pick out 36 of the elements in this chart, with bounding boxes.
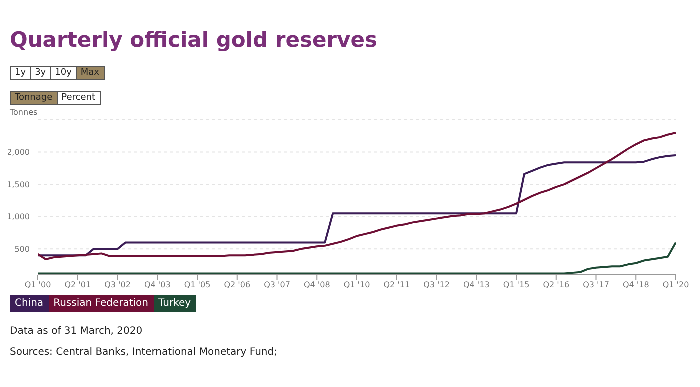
x-tick-label: Q3 '17 [583, 280, 610, 290]
x-tick-label: Q1 '10 [344, 280, 370, 290]
x-tick-label: Q2 '06 [224, 280, 251, 290]
source-note: Sources: Central Banks, International Monetary Fund; [10, 347, 278, 358]
text: Turkey [154, 295, 196, 312]
y-tick-label: 500 [14, 245, 30, 254]
text: China [10, 295, 49, 312]
x-tick-label: Q2 '16 [543, 280, 570, 290]
chart-title: Quarterly official gold reserves [10, 28, 378, 52]
x-tick-label: Q4 '08 [304, 280, 330, 290]
x-tick-label: Q4 '13 [463, 280, 490, 290]
text: Max [76, 66, 105, 80]
text: Russian Federation [48, 295, 154, 312]
x-tick-label: Q4 '18 [622, 280, 650, 290]
text: 10y [50, 66, 77, 80]
x-tick-label: Q1 '20 [662, 280, 690, 290]
y-axis-title: Tonnes [10, 108, 38, 117]
x-tick-label: Q2 '11 [384, 280, 410, 290]
x-tick-label: Q2 '01 [64, 280, 92, 290]
x-tick-label: Q3 '12 [424, 280, 450, 290]
x-tick-label: Q1 '00 [24, 280, 52, 290]
text: Data as of 31 March, 2020 [10, 326, 144, 337]
text: Tonnage [10, 91, 58, 105]
y-tick-label: 2,000 [7, 148, 30, 158]
x-tick-label: Q4 '03 [144, 280, 171, 290]
text: Percent [56, 91, 101, 105]
x-tick-label: Q3 '02 [104, 280, 131, 290]
y-tick-label: 1,000 [7, 212, 30, 222]
text: 3y [30, 66, 52, 80]
x-tick-label: Q3 '07 [264, 280, 290, 290]
line-series [38, 154, 676, 257]
x-tick-label: Q1 '15 [503, 280, 530, 290]
text: 1y [10, 66, 32, 80]
y-tick-label: 1,500 [7, 180, 30, 190]
line-series [38, 132, 676, 260]
x-tick-label: Q1 '05 [184, 280, 211, 290]
